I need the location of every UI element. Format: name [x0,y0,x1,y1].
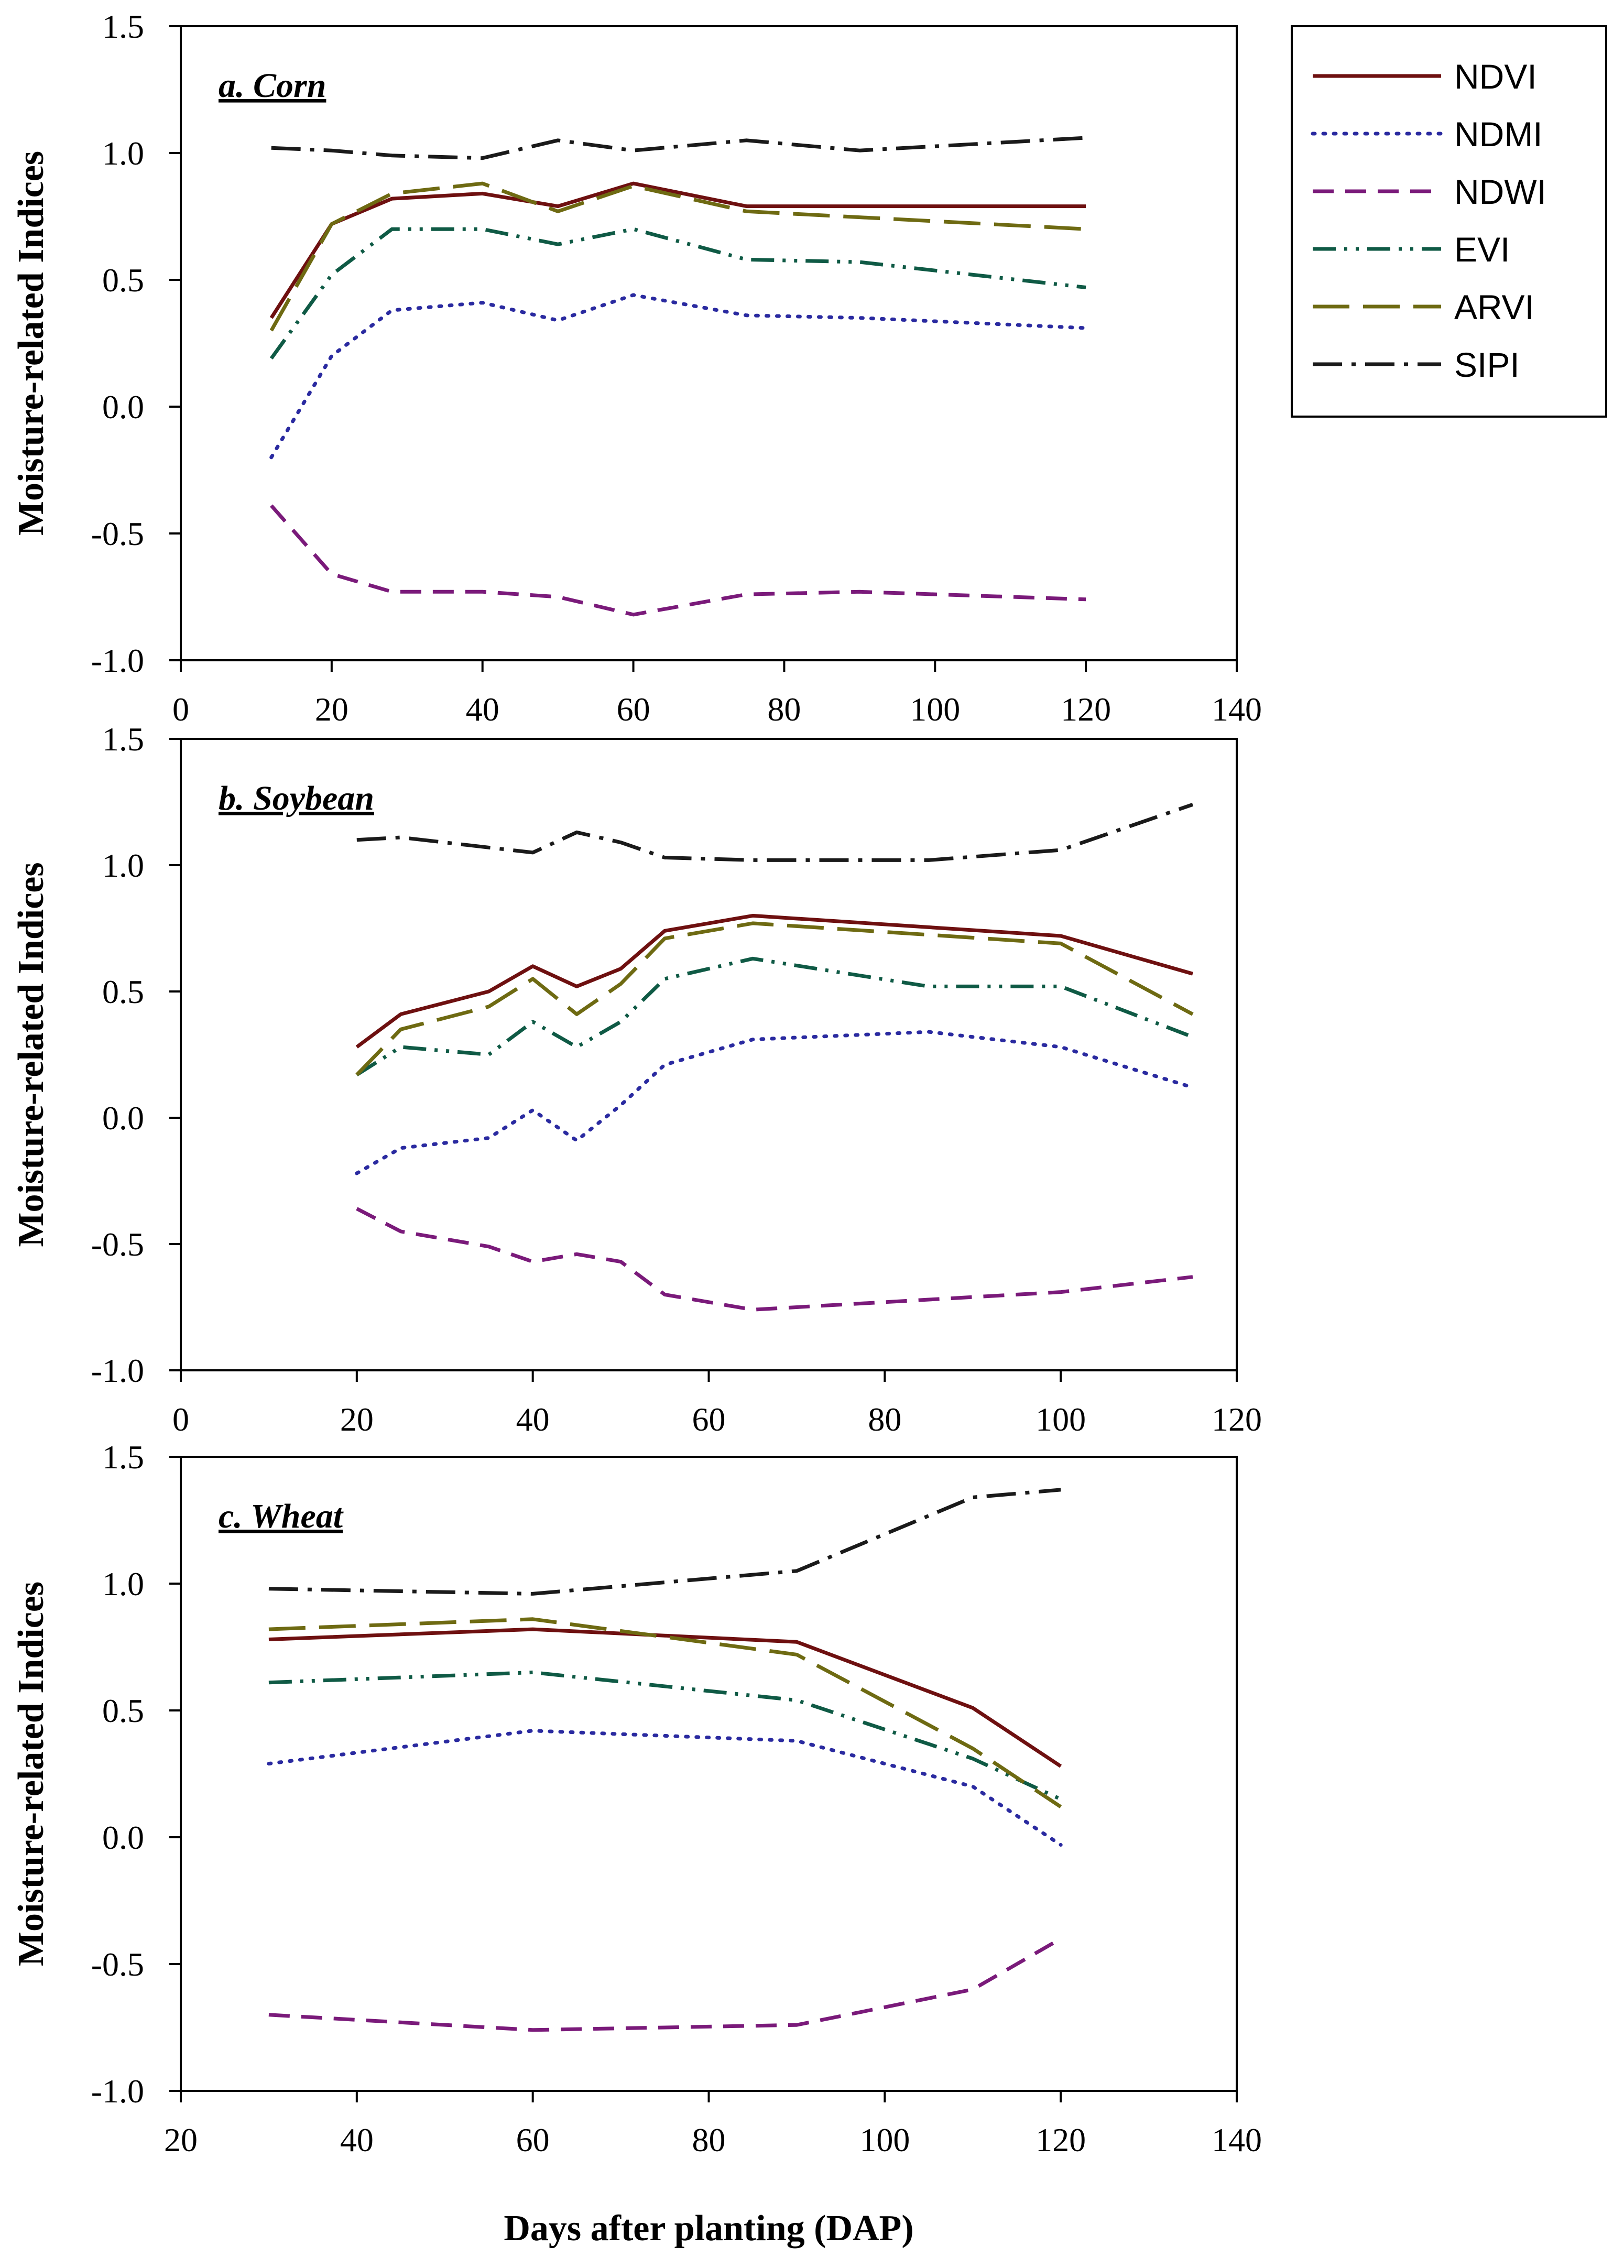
series-line-evi [269,227,1086,360]
legend-label-ndwi: NDWI [1454,172,1546,211]
series-line-arvi [268,1617,1062,1808]
x-tick-label: 40 [466,691,499,728]
series-line-ndmi [355,1030,1195,1175]
y-tick-label: 0.0 [102,1099,144,1137]
x-tick-label: 120 [1212,1401,1262,1438]
x-tick-label: 80 [767,691,801,728]
series-line-sipi [271,136,1086,160]
series-line-ndvi [268,1627,1062,1768]
x-tick-label: 0 [172,1401,189,1438]
y-axis-title: Moisture-related Indices [11,151,51,536]
x-tick-label: 120 [1061,691,1111,728]
plot-frame [180,1456,1238,2092]
x-tick-label: 40 [340,2121,374,2158]
y-tick-label: 1.0 [102,135,144,172]
legend-label-ndvi: NDVI [1454,57,1537,96]
x-tick-label: 60 [516,2121,550,2158]
series-line-arvi [269,181,1086,332]
y-tick-label: 0.5 [102,1692,144,1729]
x-tick-label: 140 [1212,691,1262,728]
y-tick-label: -0.5 [91,515,144,552]
panel-1: -1.0 -0.5 0.0 0.5 1.0 1.5 0 20 40 60 80 100 120 140 Mo… [11,8,1262,728]
x-tick-label: 100 [859,2121,910,2158]
plot-frame [180,25,1238,661]
x-tick-label: 60 [617,691,650,728]
panel-title: c. Wheat [219,1497,344,1535]
series-line-ndvi [269,181,1086,319]
legend-label-evi: EVI [1454,230,1510,269]
series-line-ndvi [355,913,1193,1049]
y-tick-label: 0.5 [102,261,144,299]
y-tick-label: -1.0 [91,1352,144,1389]
x-tick-label: 60 [692,1401,726,1438]
legend-label-arvi: ARVI [1454,288,1534,326]
legend-label-ndmi: NDMI [1454,115,1543,154]
x-tick-label: 20 [340,1401,374,1438]
series-line-evi [355,956,1194,1077]
x-tick-label: 40 [516,1401,550,1438]
series-line-arvi [355,921,1194,1076]
y-tick-label: 0.0 [102,388,144,426]
y-tick-label: 1.0 [102,1565,144,1602]
panel-2: -1.0 -0.5 0.0 0.5 1.0 1.5 0 20 40 60 80 100 120 Moist… [11,721,1262,1438]
series-line-sipi [268,1488,1061,1596]
series-line-ndmi [269,293,1088,460]
x-tick-label: 80 [692,2121,726,2158]
y-axis-title: Moisture-related Indices [11,862,51,1247]
y-tick-label: 1.5 [102,1438,144,1476]
y-tick-label: 1.0 [102,847,144,884]
series-line-ndwi [268,1937,1062,2032]
x-tick-label: 80 [868,1401,901,1438]
y-tick-label: -0.5 [91,1946,144,1983]
series-line-ndwi [270,504,1086,617]
y-tick-label: 1.5 [102,721,144,758]
panel-title: a. Corn [219,67,326,105]
y-tick-label: 0.5 [102,973,144,1010]
x-axis-title: Days after planting (DAP) [504,2208,913,2249]
legend-box [1291,25,1607,418]
y-axis-title: Moisture-related Indices [11,1582,51,1966]
x-tick-label: 140 [1212,2121,1262,2158]
panel-title: b. Soybean [219,779,374,817]
x-tick-label: 100 [1036,1401,1086,1438]
y-tick-label: -1.0 [91,2073,144,2110]
y-tick-label: -1.0 [91,642,144,679]
x-tick-label: 20 [164,2121,198,2158]
panel-3: -1.0 -0.5 0.0 0.5 1.0 1.5 20 40 60 80 100 120 140 Moi… [11,1438,1262,2249]
x-tick-label: 100 [910,691,960,728]
plot-frame [180,738,1238,1371]
x-tick-label: 0 [172,691,189,728]
y-tick-label: 0.0 [102,1819,144,1856]
series-line-evi [268,1670,1062,1801]
x-tick-label: 120 [1036,2121,1086,2158]
y-tick-label: 1.5 [102,8,144,45]
x-tick-label: 20 [315,691,348,728]
y-tick-label: -0.5 [91,1226,144,1263]
series-line-sipi [356,802,1194,862]
series-line-ndwi [356,1207,1193,1312]
series-line-ndmi [267,1729,1063,1847]
legend: NDVI NDMI NDWI EVI ARVI SIPI [1291,25,1607,418]
legend-label-sipi: SIPI [1454,345,1520,384]
